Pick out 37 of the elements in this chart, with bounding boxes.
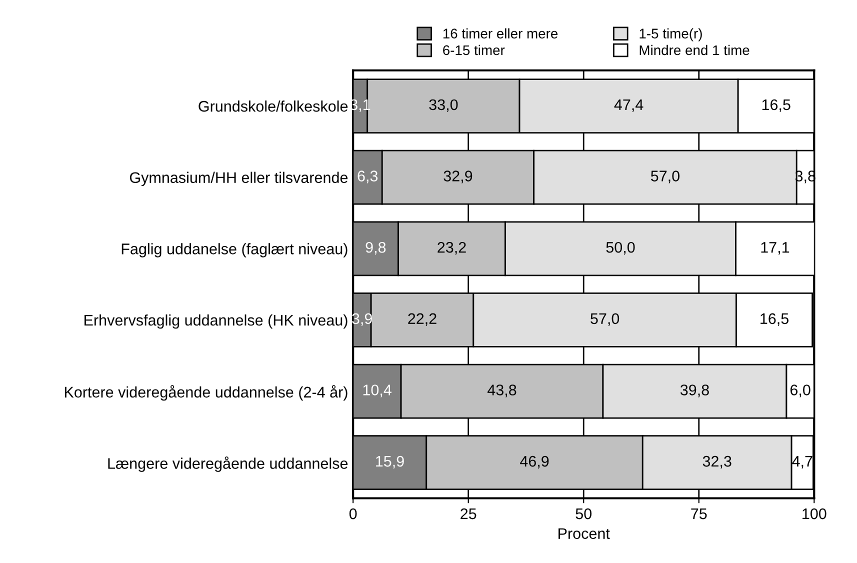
data-label: 16,5 bbox=[760, 313, 788, 326]
data-label: 32,3 bbox=[702, 456, 732, 469]
data-label: 39,8 bbox=[680, 384, 709, 398]
legend-label: 6-15 timer bbox=[443, 44, 505, 56]
legend-label: 16 timer eller mere bbox=[443, 28, 558, 38]
data-label: 50,0 bbox=[606, 242, 635, 255]
data-label: 46,9 bbox=[520, 456, 549, 469]
legend-label: Mindre end 1 time bbox=[640, 44, 750, 56]
data-label: 22,2 bbox=[408, 313, 436, 326]
data-label: 23,2 bbox=[438, 242, 466, 255]
data-label: 47,4 bbox=[614, 99, 644, 112]
y-tick-label: Længere videregående uddannelse bbox=[108, 456, 348, 472]
x-tick-label: 100 bbox=[802, 508, 826, 520]
data-label: 16,5 bbox=[762, 99, 790, 112]
data-label: 17,1 bbox=[761, 242, 790, 255]
data-label: 57,0 bbox=[590, 313, 620, 326]
data-label: 10,4 bbox=[363, 384, 392, 398]
legend-label: 1-5 time(r) bbox=[640, 28, 702, 42]
data-label: 6,0 bbox=[790, 384, 810, 398]
y-tick-label: Kortere videregående uddannelse (2-4 år) bbox=[64, 385, 348, 401]
data-label: 32,9 bbox=[444, 170, 472, 184]
x-tick-label: 0 bbox=[349, 508, 357, 520]
data-label: 4,7 bbox=[792, 456, 812, 469]
data-label: 15,9 bbox=[376, 456, 404, 469]
x-tick-label: 75 bbox=[691, 508, 707, 520]
data-label: 33,0 bbox=[429, 99, 458, 112]
data-label: 6,3 bbox=[358, 170, 378, 184]
x-tick-label: 50 bbox=[576, 508, 592, 520]
data-label: 9,8 bbox=[366, 242, 386, 255]
data-label: 57,0 bbox=[650, 170, 680, 184]
y-tick-label: Gymnasium/HH eller tilsvarende bbox=[130, 172, 348, 186]
x-axis-title: Procent bbox=[558, 528, 610, 539]
y-tick-label: Erhvervsfaglig uddannelse (HK niveau) bbox=[84, 314, 348, 329]
x-tick-label: 25 bbox=[460, 508, 476, 520]
y-tick-label: Grundskole/folkeskole bbox=[198, 100, 348, 112]
data-label: 43,8 bbox=[487, 384, 516, 398]
y-tick-label: Faglig uddanelse (faglært niveau) bbox=[122, 243, 348, 258]
